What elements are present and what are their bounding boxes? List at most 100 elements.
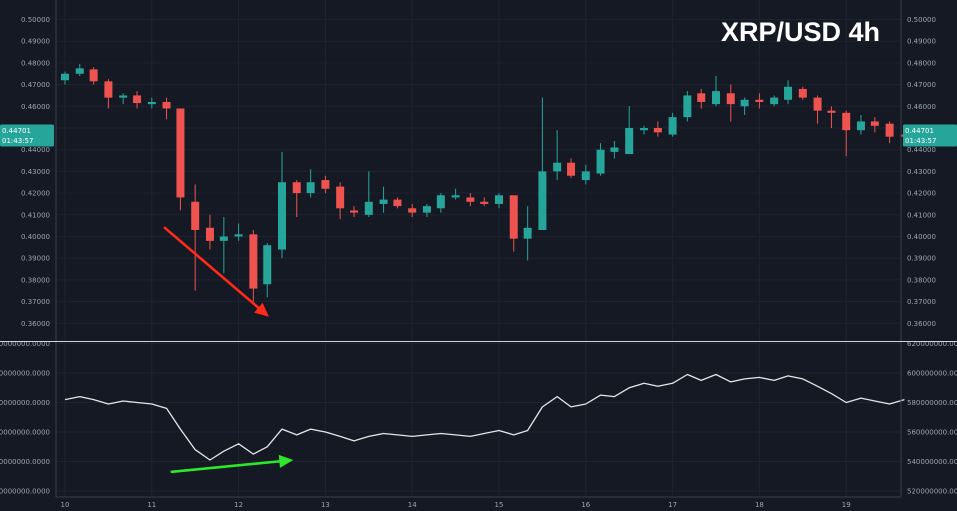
- candle-body: [553, 162, 562, 172]
- candle-body: [538, 171, 547, 230]
- candle-body: [321, 180, 330, 189]
- price-tick-label-right: 0.40000: [907, 233, 936, 241]
- candle-body: [653, 128, 662, 133]
- candle-body: [104, 81, 113, 98]
- candle-body: [755, 99, 764, 102]
- candle: [798, 86, 807, 100]
- candle-body: [133, 95, 142, 104]
- candle-body: [89, 69, 98, 82]
- candle: [133, 91, 142, 109]
- candle: [842, 110, 851, 157]
- candle: [466, 193, 475, 207]
- candle: [553, 130, 562, 181]
- price-tick-label-right: 0.42000: [907, 190, 936, 198]
- candle-body: [119, 95, 128, 98]
- price-badge-right-bg: [903, 124, 957, 147]
- candle-body: [712, 91, 720, 105]
- candle-body: [219, 236, 228, 241]
- price-tick-label-left: 0.42000: [21, 190, 50, 198]
- volume-tick-label-right: 580000000.0000: [907, 399, 957, 407]
- candle: [104, 79, 113, 109]
- candle: [364, 171, 373, 217]
- volume-tick-label-right: 540000000.0000: [907, 458, 957, 466]
- candle: [278, 151, 286, 259]
- candle-body: [495, 195, 503, 204]
- volume-tick-label-right: 620000000.0000: [907, 340, 957, 348]
- volume-tick-label-left: 560000000.0000: [0, 429, 50, 437]
- candle: [856, 114, 865, 135]
- candle: [625, 106, 634, 155]
- x-tick-label: 16: [581, 501, 590, 509]
- price-tick-label-left: 0.41000: [21, 211, 50, 219]
- price-tick-label-left: 0.36000: [21, 320, 50, 328]
- price-tick-label-right: 0.48000: [907, 59, 936, 67]
- price-tick-label-left: 0.47000: [21, 81, 50, 89]
- candle: [827, 106, 836, 128]
- x-tick-label: 12: [234, 501, 243, 509]
- candle: [336, 182, 345, 220]
- candle-body: [466, 197, 475, 202]
- candle-body: [379, 199, 388, 204]
- candle-body: [191, 201, 200, 230]
- price-tick-label-left: 0.44000: [21, 146, 50, 154]
- price-tick-label-left: 0.43000: [21, 168, 50, 176]
- price-tick-label-right: 0.49000: [907, 38, 936, 46]
- candle-body: [668, 117, 677, 135]
- candle-body: [162, 101, 171, 109]
- candle-body: [61, 73, 69, 81]
- candle-body: [480, 201, 489, 204]
- candle: [393, 197, 402, 209]
- x-tick-label: 13: [321, 501, 330, 509]
- candle-body: [263, 245, 272, 285]
- price-badge-right-price: 0.44701: [905, 127, 934, 135]
- candle-body: [451, 195, 460, 198]
- candle: [292, 180, 301, 217]
- candle: [147, 97, 156, 109]
- price-tick-label-left: 0.37000: [21, 298, 50, 306]
- price-badge-left-price: 0.44701: [2, 127, 31, 135]
- candle: [61, 71, 69, 85]
- candle-body: [350, 210, 359, 213]
- price-tick-label-left: 0.39000: [21, 255, 50, 263]
- candle: [350, 206, 359, 217]
- volume-tick-label-right: 560000000.0000: [907, 429, 957, 437]
- candle: [726, 84, 735, 122]
- candle: [712, 75, 720, 107]
- price-tick-label-right: 0.37000: [907, 298, 936, 306]
- candle: [436, 193, 445, 213]
- candle: [581, 164, 590, 185]
- candle-body: [827, 110, 836, 113]
- volume-series-line: [64, 373, 905, 461]
- candle-body: [784, 86, 793, 100]
- annotations: [163, 226, 294, 474]
- candle: [162, 97, 171, 120]
- price-tick-label-right: 0.46000: [907, 103, 936, 111]
- candle: [610, 141, 619, 159]
- candle: [249, 229, 258, 302]
- candle-body: [408, 208, 417, 213]
- x-tick-label: 15: [495, 501, 504, 509]
- candle: [205, 214, 214, 250]
- candle: [176, 108, 185, 211]
- candle-body: [610, 147, 619, 152]
- candle-body: [813, 97, 822, 111]
- candle-body: [292, 182, 301, 194]
- candle: [451, 188, 460, 200]
- candle-body: [147, 101, 156, 105]
- x-tick-label: 17: [668, 501, 677, 509]
- candle: [306, 169, 315, 198]
- x-tick-label: 18: [755, 501, 764, 509]
- price-tick-label-right: 0.47000: [907, 81, 936, 89]
- price-tick-label-left: 0.49000: [21, 38, 50, 46]
- green-up-arrow: [170, 454, 294, 474]
- candle-body: [870, 121, 879, 126]
- price-tick-label-right: 0.43000: [907, 168, 936, 176]
- candle: [321, 175, 330, 194]
- price-tick-label-right: 0.38000: [907, 276, 936, 284]
- price-tick-label-left: 0.50000: [21, 16, 50, 24]
- candle: [813, 95, 822, 124]
- red-down-arrow-head: [254, 302, 269, 317]
- candle: [784, 80, 793, 105]
- candle: [234, 223, 243, 241]
- candle: [75, 63, 84, 76]
